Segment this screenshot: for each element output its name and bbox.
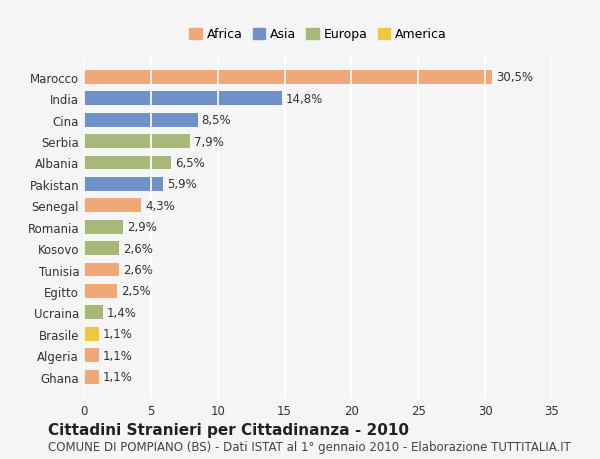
Bar — [84, 92, 282, 106]
Bar — [84, 284, 118, 298]
Text: 6,5%: 6,5% — [175, 157, 205, 170]
Bar — [84, 135, 190, 149]
Text: 2,9%: 2,9% — [127, 221, 157, 234]
Text: 2,6%: 2,6% — [123, 263, 152, 276]
Text: 4,3%: 4,3% — [146, 199, 175, 213]
Bar — [84, 178, 163, 191]
Text: Cittadini Stranieri per Cittadinanza - 2010: Cittadini Stranieri per Cittadinanza - 2… — [48, 422, 409, 437]
Bar — [84, 113, 197, 127]
Text: 8,5%: 8,5% — [202, 114, 231, 127]
Bar — [84, 71, 492, 84]
Bar — [84, 348, 99, 362]
Bar — [84, 199, 142, 213]
Legend: Africa, Asia, Europa, America: Africa, Asia, Europa, America — [184, 23, 452, 46]
Text: 14,8%: 14,8% — [286, 93, 323, 106]
Text: 1,1%: 1,1% — [103, 328, 133, 341]
Bar — [84, 327, 99, 341]
Text: 1,1%: 1,1% — [103, 349, 133, 362]
Bar — [84, 263, 119, 277]
Text: 2,6%: 2,6% — [123, 242, 152, 255]
Text: 7,9%: 7,9% — [194, 135, 224, 148]
Text: 1,1%: 1,1% — [103, 370, 133, 383]
Text: 5,9%: 5,9% — [167, 178, 197, 191]
Text: 2,5%: 2,5% — [121, 285, 151, 298]
Bar — [84, 220, 123, 234]
Text: 1,4%: 1,4% — [107, 306, 137, 319]
Text: COMUNE DI POMPIANO (BS) - Dati ISTAT al 1° gennaio 2010 - Elaborazione TUTTITALI: COMUNE DI POMPIANO (BS) - Dati ISTAT al … — [48, 440, 571, 453]
Bar — [84, 306, 103, 319]
Bar — [84, 156, 171, 170]
Bar — [84, 241, 119, 256]
Text: 30,5%: 30,5% — [496, 71, 533, 84]
Bar — [84, 370, 99, 384]
